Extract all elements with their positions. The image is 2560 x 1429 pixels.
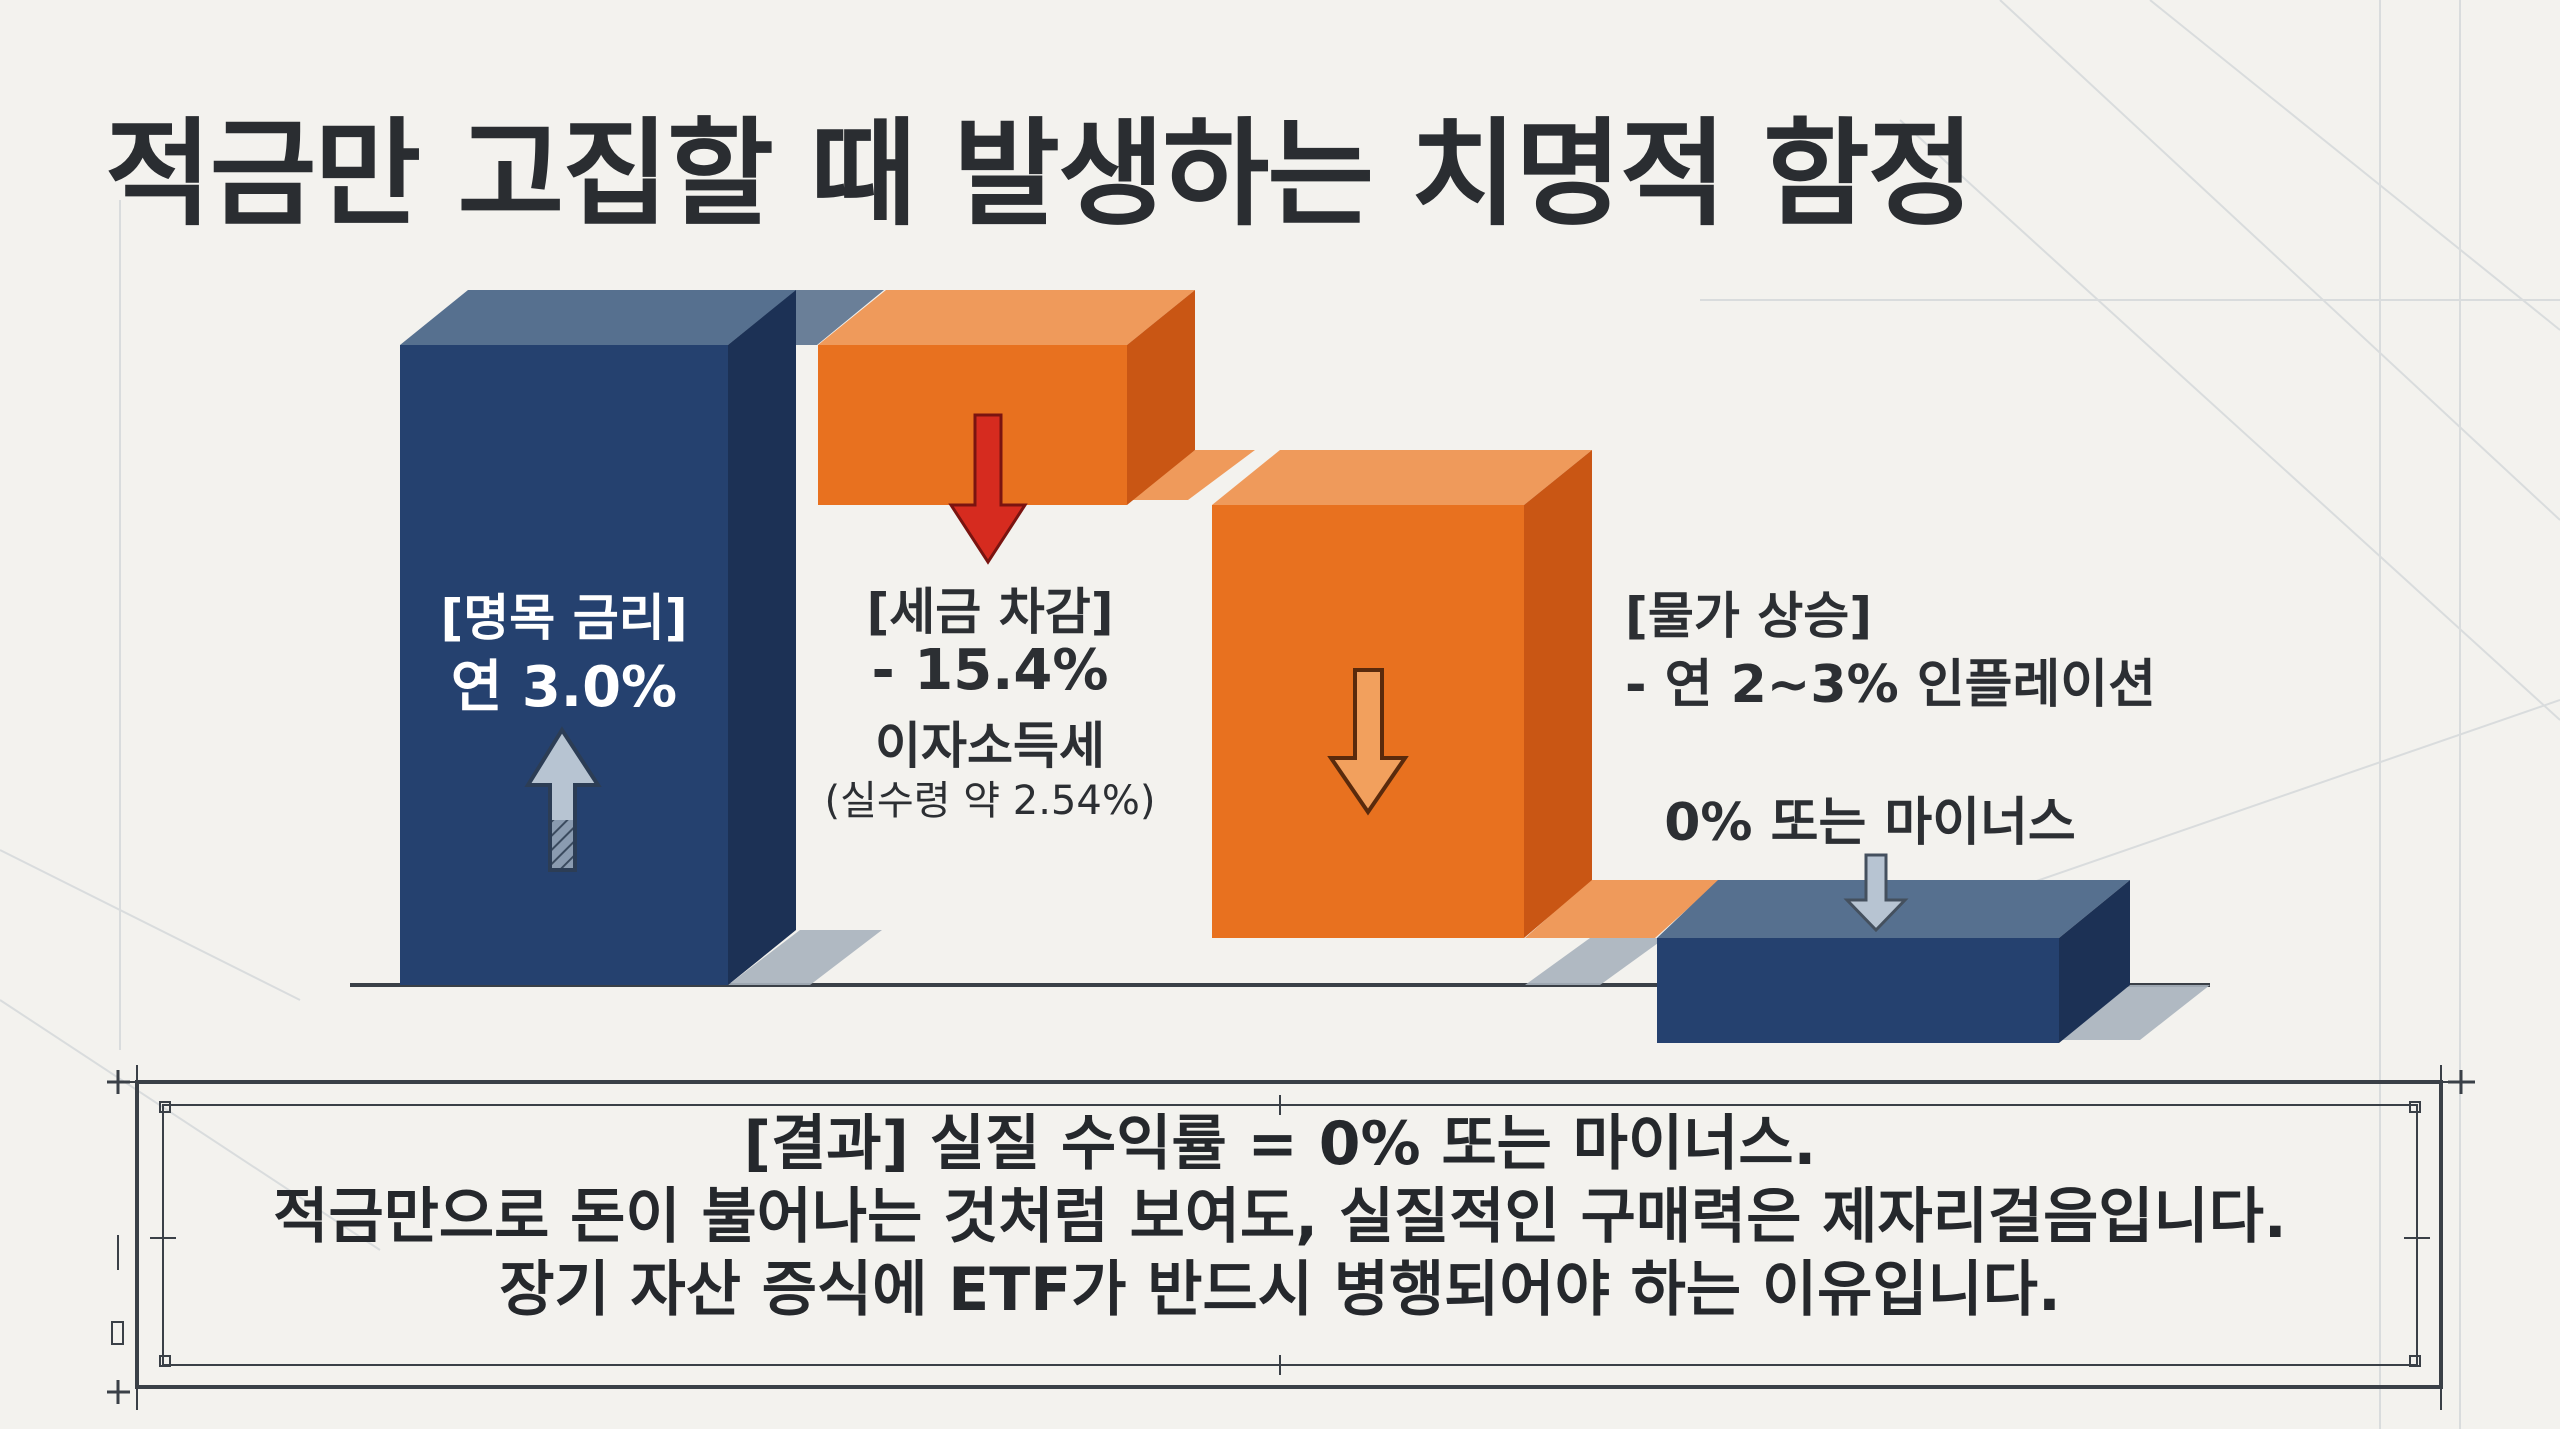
result-line-1: [결과] 실질 수익률 = 0% 또는 마이너스. bbox=[743, 1109, 1817, 1179]
down-arrow-small-icon bbox=[1843, 853, 1909, 933]
real-label: 0% 또는 마이너스 bbox=[1664, 793, 2076, 853]
up-arrow-icon bbox=[524, 726, 602, 872]
bar-nominal bbox=[400, 290, 796, 985]
result-line-3: 장기 자산 증식에 ETF가 반드시 병행되어야 하는 이유입니다. bbox=[499, 1255, 2061, 1325]
tax-label: [세금 차감] bbox=[866, 583, 1114, 641]
result-box-frame bbox=[107, 1065, 2475, 1410]
bar-inflation bbox=[1212, 450, 1592, 938]
inflation-value: - 연 2~3% 인플레이션 bbox=[1625, 655, 2156, 715]
bar-shadow bbox=[2059, 985, 2210, 1040]
bar-shadow bbox=[728, 930, 882, 985]
result-text: [결과] 실질 수익률 = 0% 또는 마이너스. 적금만으로 돈이 불어나는 … bbox=[140, 1108, 2420, 1327]
tax-name: 이자소득세 bbox=[875, 717, 1105, 775]
nominal-value: 연 3.0% bbox=[450, 655, 678, 720]
inflation-label: [물가 상승] bbox=[1625, 587, 1873, 645]
bar-tax bbox=[818, 290, 1195, 505]
connector-tax-to-inflation bbox=[1127, 450, 1255, 500]
down-arrow-icon bbox=[948, 413, 1028, 565]
down-arrow-outline-icon bbox=[1327, 668, 1409, 816]
nominal-label: [명목 금리] bbox=[440, 589, 688, 647]
tax-note: (실수령 약 2.54%) bbox=[824, 778, 1156, 824]
page-title: 적금만 고집할 때 발생하는 치명적 함정 bbox=[105, 107, 1974, 242]
bar-shadow bbox=[1525, 938, 1665, 985]
result-line-2: 적금만으로 돈이 불어나는 것처럼 보여도, 실질적인 구매력은 제자리걸음입니… bbox=[273, 1182, 2287, 1252]
tax-value: - 15.4% bbox=[871, 638, 1109, 703]
